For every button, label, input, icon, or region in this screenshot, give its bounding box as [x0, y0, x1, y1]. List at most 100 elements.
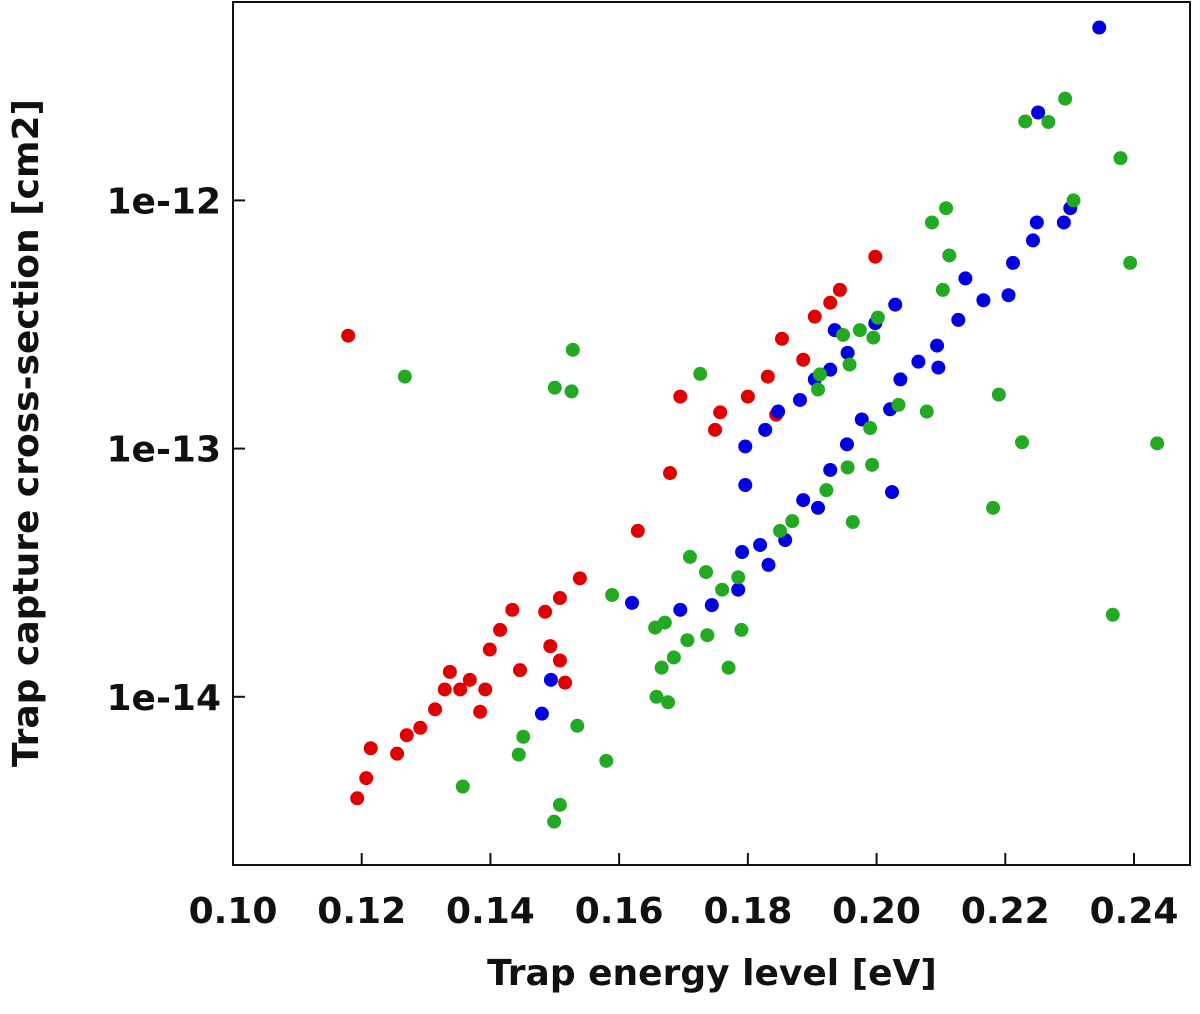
scatter-point [552, 591, 567, 606]
scatter-point [939, 201, 954, 216]
scatter-point [543, 639, 558, 654]
scatter-point [505, 602, 520, 617]
scatter-point [823, 295, 838, 310]
scatter-point [390, 746, 405, 761]
scatter-point [1041, 114, 1056, 129]
scatter-point [731, 582, 746, 597]
scatter-point [976, 293, 991, 308]
scatter-point [478, 682, 493, 697]
scatter-point [738, 439, 753, 454]
scatter-point [773, 523, 788, 538]
scatter-point [888, 297, 903, 312]
x-tick-label: 0.18 [703, 891, 792, 932]
scatter-point [1001, 288, 1016, 303]
x-tick-label: 0.10 [189, 891, 278, 932]
scatter-point [482, 642, 497, 657]
scatter-point [442, 664, 457, 679]
scatter-point [565, 342, 580, 357]
scatter-point [453, 682, 468, 697]
scatter-point [942, 248, 957, 263]
scatter-point [399, 728, 414, 743]
scatter-point [708, 422, 723, 437]
scatter-point [661, 695, 676, 710]
scatter-point [704, 598, 719, 613]
x-tick-label: 0.24 [1090, 891, 1179, 932]
scatter-point [1015, 435, 1030, 450]
y-tick-label: 1e-12 [106, 181, 221, 222]
scatter-point [842, 357, 857, 372]
scatter-point [836, 327, 851, 342]
scatter-point [493, 622, 508, 637]
x-tick-label: 0.12 [317, 891, 406, 932]
scatter-point [516, 729, 531, 744]
scatter-point [893, 372, 908, 387]
scatter-point [700, 628, 715, 643]
scatter-point [785, 514, 800, 529]
scatter-point [693, 366, 708, 381]
scatter-point [840, 460, 855, 475]
scatter-point [865, 457, 880, 472]
scatter-point [919, 404, 934, 419]
scatter-point [1031, 105, 1046, 120]
x-axis-label: Trap energy level [eV] [487, 953, 937, 994]
scatter-point [363, 741, 378, 756]
scatter-point [931, 360, 946, 375]
y-tick-label: 1e-14 [106, 678, 221, 719]
scatter-point [870, 310, 885, 325]
scatter-point [774, 331, 789, 346]
scatter-point [666, 650, 681, 665]
scatter-point [455, 779, 470, 794]
scatter-point [538, 604, 553, 619]
scatter-point [796, 352, 811, 367]
scatter-point [930, 338, 945, 353]
scatter-point [654, 660, 669, 675]
scatter-point [682, 549, 697, 564]
scatter-point [845, 515, 860, 530]
scatter-point [437, 682, 452, 697]
y-tick-label: 1e-13 [106, 430, 221, 471]
scatter-point [630, 523, 645, 538]
scatter-point [1025, 233, 1040, 248]
scatter-point [1113, 151, 1128, 166]
scatter-point [1123, 255, 1138, 270]
scatter-point [1092, 20, 1107, 35]
scatter-point [885, 485, 900, 500]
scatter-point [513, 663, 528, 678]
scatter-point [758, 422, 773, 437]
scatter-point [819, 483, 834, 498]
scatter-point [911, 354, 926, 369]
scatter-point [811, 500, 826, 515]
scatter-point [648, 620, 663, 635]
scatter-point [543, 672, 558, 687]
scatter-point [807, 309, 822, 324]
scatter-point [428, 702, 443, 717]
scatter-point [823, 462, 838, 477]
scatter-point [397, 369, 412, 384]
scatter-point [771, 404, 786, 419]
x-tick-label: 0.20 [832, 891, 921, 932]
scatter-point [605, 588, 620, 603]
scatter-point [832, 282, 847, 297]
x-tick-label: 0.16 [575, 891, 664, 932]
scatter-point [1066, 193, 1081, 208]
scatter-point [558, 675, 573, 690]
scatter-point [413, 720, 428, 735]
scatter-point [734, 622, 749, 637]
scatter-point [735, 545, 750, 560]
scatter-point [863, 421, 878, 436]
scatter-point [866, 330, 881, 345]
scatter-point [511, 747, 526, 762]
scatter-point [839, 437, 854, 452]
scatter-point [462, 672, 477, 687]
scatter-point [552, 797, 567, 812]
scatter-point [341, 328, 356, 343]
scatter-point [673, 602, 688, 617]
scatter-point [740, 389, 755, 404]
scatter-point [713, 405, 728, 420]
scatter-point [792, 392, 807, 407]
scatter-point [552, 653, 567, 668]
scatter-point [570, 718, 585, 733]
scatter-point [547, 380, 562, 395]
scatter-point [680, 633, 695, 648]
